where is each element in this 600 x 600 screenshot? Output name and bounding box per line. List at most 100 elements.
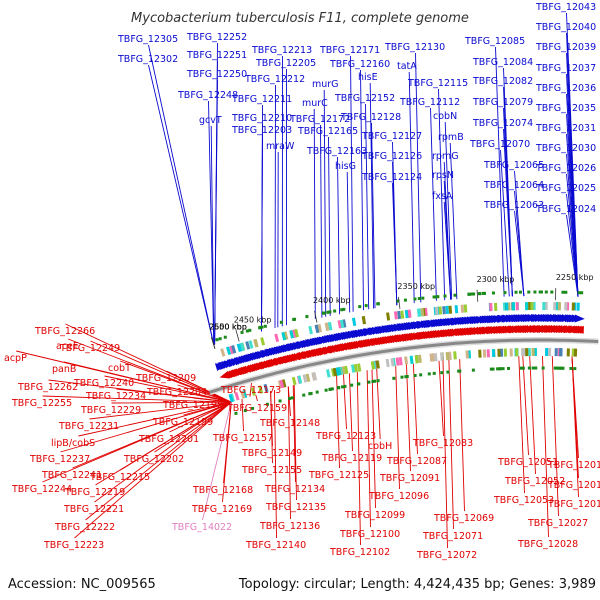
gene-label[interactable]: TBFG_12065 bbox=[483, 160, 544, 171]
gene-label[interactable]: TBFG_12123 bbox=[315, 431, 376, 442]
gene-label[interactable]: aceE bbox=[56, 341, 79, 352]
gene-label[interactable]: TBFG_12250 bbox=[186, 69, 247, 80]
gene-label[interactable]: TBFG_12148 bbox=[259, 418, 320, 429]
gene-label[interactable]: TBFG_12244 bbox=[11, 484, 72, 495]
gene-label[interactable]: fxsA bbox=[432, 191, 453, 202]
gene-label[interactable]: TBFG_12203 bbox=[231, 125, 292, 136]
gene-label[interactable]: TBFG_12212 bbox=[244, 74, 305, 85]
gene-label[interactable]: TBFG_12040 bbox=[535, 22, 596, 33]
gene-label[interactable]: TBFG_12255 bbox=[11, 398, 72, 409]
gene-label[interactable]: TBFG_12202 bbox=[123, 454, 184, 465]
gene-label[interactable]: TBFG_12087 bbox=[386, 456, 447, 467]
gene-label[interactable]: tatA bbox=[397, 61, 417, 72]
gene-label[interactable]: TBFG_12211 bbox=[231, 94, 292, 105]
gene-label[interactable]: TBFG_12036 bbox=[535, 83, 596, 94]
gene-label[interactable]: TBFG_12130 bbox=[384, 42, 445, 53]
gene-label[interactable]: TBFG_12205 bbox=[255, 58, 316, 69]
gene-label[interactable]: TBFG_12126 bbox=[361, 151, 422, 162]
gene-label[interactable]: TBFG_12039 bbox=[535, 42, 596, 53]
gene-label[interactable]: cobT bbox=[108, 363, 131, 374]
gene-label[interactable]: TBFG_12215 bbox=[89, 472, 150, 483]
gene-label[interactable]: TBFG_12084 bbox=[472, 57, 533, 68]
gene-label[interactable]: TBFG_12210 bbox=[231, 113, 292, 124]
gene-label[interactable]: TBFG_12209 bbox=[135, 373, 196, 384]
gene-label[interactable]: TBFG_12204 bbox=[146, 387, 207, 398]
gene-label[interactable]: TBFG_12064 bbox=[483, 180, 544, 191]
gene-label[interactable]: TBFG_12030 bbox=[535, 143, 596, 154]
gene-label[interactable]: TBFG_12070 bbox=[469, 139, 530, 150]
gene-label[interactable]: TBFG_12119 bbox=[321, 453, 382, 464]
gene-label[interactable]: TBFG_12241 bbox=[41, 470, 102, 481]
gene-label[interactable]: TBFG_12025 bbox=[535, 183, 596, 194]
gene-label[interactable]: TBFG_12231 bbox=[58, 421, 119, 432]
gene-label[interactable]: TBFG_12051 bbox=[497, 457, 558, 468]
gene-label[interactable]: TBFG_12082 bbox=[472, 76, 533, 87]
gene-label[interactable]: murC bbox=[302, 98, 328, 109]
gene-label[interactable]: TBFG_14022 bbox=[171, 522, 232, 533]
gene-label[interactable]: TBFG_12026 bbox=[535, 163, 596, 174]
gene-label[interactable]: TBFG_12125 bbox=[308, 470, 369, 481]
gene-label[interactable]: TBFG_12024 bbox=[535, 204, 596, 215]
gene-label[interactable]: TBFG_12201 bbox=[138, 434, 199, 445]
gene-label[interactable]: TBFG_12037 bbox=[535, 63, 596, 74]
gene-label[interactable]: TBFG_12221 bbox=[63, 504, 124, 515]
gene-label[interactable]: TBFG_12198 bbox=[162, 400, 223, 411]
gene-label[interactable]: TBFG_12079 bbox=[472, 97, 533, 108]
gene-label[interactable]: TBFG_12035 bbox=[535, 103, 596, 114]
gene-label[interactable]: mraW bbox=[266, 141, 295, 152]
gene-label[interactable]: TBFG_12152 bbox=[334, 93, 395, 104]
gene-label[interactable]: TBFG_12222 bbox=[54, 522, 115, 533]
gene-label[interactable]: TBFG_12112 bbox=[399, 97, 460, 108]
gene-label[interactable]: TBFG_12240 bbox=[73, 378, 134, 389]
gene-label[interactable]: TBFG_12213 bbox=[251, 45, 312, 56]
gene-label[interactable]: TBFG_12071 bbox=[422, 531, 483, 542]
gene-label[interactable]: TBFG_12136 bbox=[259, 521, 320, 532]
gene-label[interactable]: TBFG_12091 bbox=[379, 473, 440, 484]
gene-label[interactable]: hisE bbox=[358, 72, 378, 83]
gene-label[interactable]: TBFG_12305 bbox=[117, 34, 178, 45]
gene-label[interactable]: TBFG_12096 bbox=[368, 491, 429, 502]
gene-label[interactable]: TBFG_12302 bbox=[117, 54, 178, 65]
gene-label[interactable]: panB bbox=[52, 364, 76, 375]
gene-label[interactable]: TBFG_12140 bbox=[245, 540, 306, 551]
gene-label[interactable]: TBFG_12074 bbox=[472, 118, 533, 129]
gene-label[interactable]: cobN bbox=[433, 111, 457, 122]
gene-label[interactable]: TBFG_12028 bbox=[517, 539, 578, 550]
gene-label[interactable]: TBFG_12027 bbox=[527, 518, 588, 529]
gene-label[interactable]: TBFG_12127 bbox=[361, 131, 422, 142]
gene-label[interactable]: TBFG_12102 bbox=[329, 547, 390, 558]
gene-label[interactable]: TBFG_12157 bbox=[212, 433, 273, 444]
gene-label[interactable]: TBFG_12251 bbox=[186, 50, 247, 61]
gene-label[interactable]: TBFG_12173 bbox=[220, 385, 281, 396]
gene-label[interactable]: TBFG_12043 bbox=[535, 2, 596, 13]
gene-label[interactable]: TBFG_12237 bbox=[29, 454, 90, 465]
gene-label[interactable]: TBFG_12229 bbox=[80, 405, 141, 416]
gene-label[interactable]: TBFG_12172 bbox=[289, 114, 350, 125]
gene-label[interactable]: TBFG_12115 bbox=[407, 78, 468, 89]
gene-label[interactable]: hisG bbox=[335, 161, 356, 172]
gene-label[interactable]: TBFG_12019 bbox=[547, 499, 600, 510]
gene-label[interactable]: TBFG_12135 bbox=[265, 502, 326, 513]
gene-label[interactable]: TBFG_12262 bbox=[17, 382, 78, 393]
gene-label[interactable]: TBFG_12266 bbox=[34, 326, 95, 337]
gene-label[interactable]: acpP bbox=[4, 353, 27, 364]
gene-label[interactable]: TBFG_12053 bbox=[493, 495, 554, 506]
gene-label[interactable]: TBFG_12199 bbox=[152, 417, 213, 428]
gene-label[interactable]: TBFG_12160 bbox=[329, 59, 390, 70]
gene-label[interactable]: TBFG_12223 bbox=[43, 540, 104, 551]
gene-label[interactable]: TBFG_12085 bbox=[464, 36, 525, 47]
gene-label[interactable]: TBFG_12083 bbox=[412, 438, 473, 449]
gene-label[interactable]: TBFG_12219 bbox=[64, 487, 125, 498]
gene-label[interactable]: TBFG_12052 bbox=[504, 476, 565, 487]
gene-label[interactable]: TBFG_12099 bbox=[344, 510, 405, 521]
gene-label[interactable]: TBFG_12018 bbox=[547, 480, 600, 491]
gene-label[interactable]: TBFG_12072 bbox=[416, 550, 477, 561]
gene-label[interactable]: TBFG_12124 bbox=[361, 172, 422, 183]
gene-label[interactable]: TBFG_12149 bbox=[241, 448, 302, 459]
gene-label[interactable]: lipB/cobS bbox=[51, 438, 95, 449]
gene-label[interactable]: TBFG_12069 bbox=[433, 513, 494, 524]
gene-label[interactable]: cobH bbox=[368, 441, 392, 452]
gene-label[interactable]: rpmG bbox=[432, 151, 459, 162]
gene-label[interactable]: TBFG_12249 bbox=[59, 343, 120, 354]
gene-label[interactable]: TBFG_12171 bbox=[319, 45, 380, 56]
